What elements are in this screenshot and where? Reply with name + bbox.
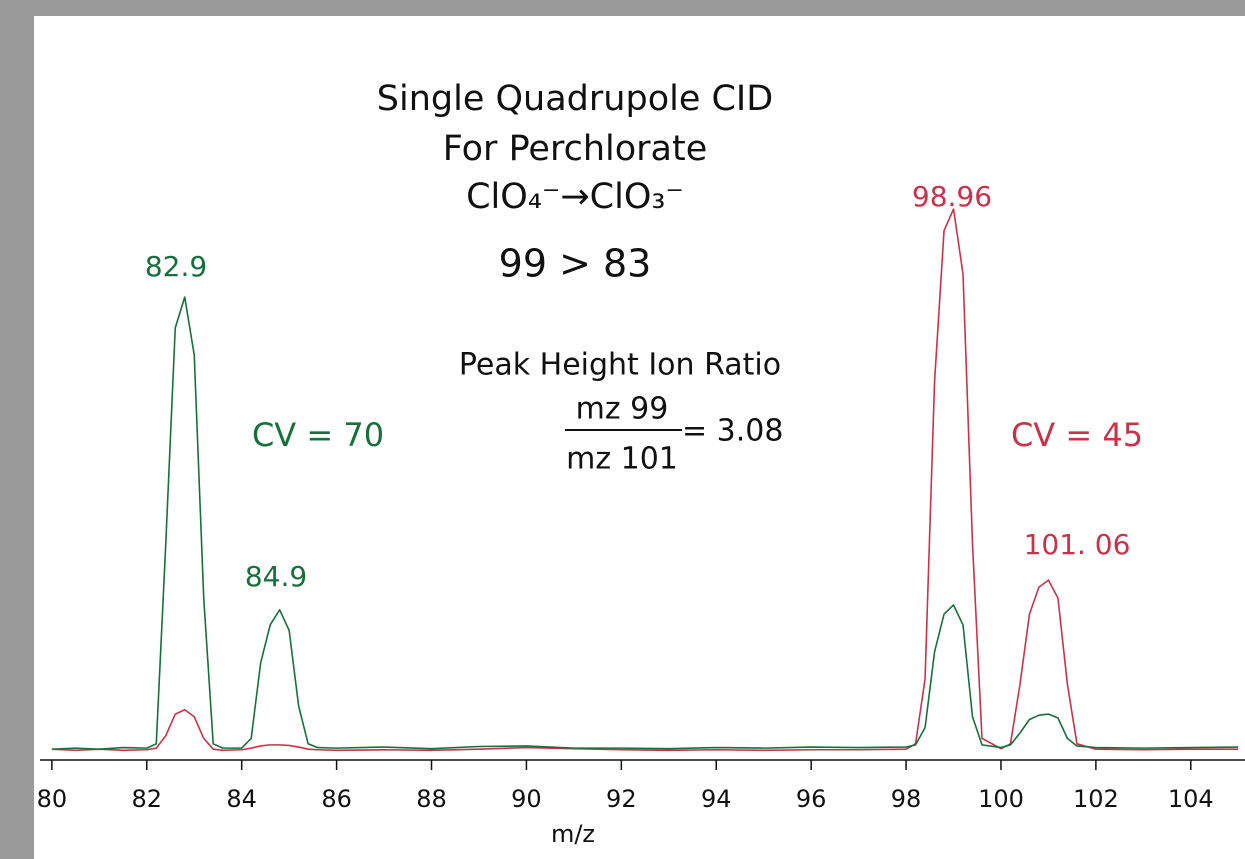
title-line: 99 > 83 xyxy=(499,242,652,286)
spectrum-line xyxy=(51,296,1239,750)
title-line: ClO₄⁻→ClO₃⁻ xyxy=(466,177,684,217)
x-tick-label: 86 xyxy=(321,785,352,813)
annotation: mz 101 xyxy=(566,442,678,477)
x-tick-label: 96 xyxy=(796,785,827,813)
plot-panel xyxy=(34,16,1245,859)
annotation: mz 99 xyxy=(576,392,669,427)
annotation: = 3.08 xyxy=(682,414,783,449)
spectrum-line xyxy=(51,208,1239,752)
title-line: For Perchlorate xyxy=(443,129,707,169)
annotation: Peak Height Ion Ratio xyxy=(459,348,781,383)
x-tick-label: 100 xyxy=(978,785,1024,813)
x-tick-label: 80 xyxy=(37,785,68,813)
x-tick-label: 102 xyxy=(1073,785,1119,813)
x-tick-label: 92 xyxy=(606,785,637,813)
x-tick-label: 94 xyxy=(701,785,732,813)
x-tick-label: 104 xyxy=(1168,785,1214,813)
x-tick-label: 88 xyxy=(416,785,447,813)
x-tick-label: 98 xyxy=(891,785,922,813)
annotation: CV = 45 xyxy=(1011,416,1143,454)
annotation: CV = 70 xyxy=(252,416,384,454)
x-tick-label: 82 xyxy=(132,785,163,813)
frame-left xyxy=(0,0,34,859)
x-tick-label: 90 xyxy=(511,785,542,813)
annotation: 84.9 xyxy=(245,560,307,593)
x-axis-label: m/z xyxy=(551,820,595,848)
annotation: 98.96 xyxy=(912,180,992,213)
title-line: Single Quadrupole CID xyxy=(377,79,773,119)
frame-top xyxy=(0,0,1245,16)
annotation: 82.9 xyxy=(145,250,207,283)
annotation: 101. 06 xyxy=(1024,528,1131,561)
x-tick-label: 84 xyxy=(226,785,257,813)
